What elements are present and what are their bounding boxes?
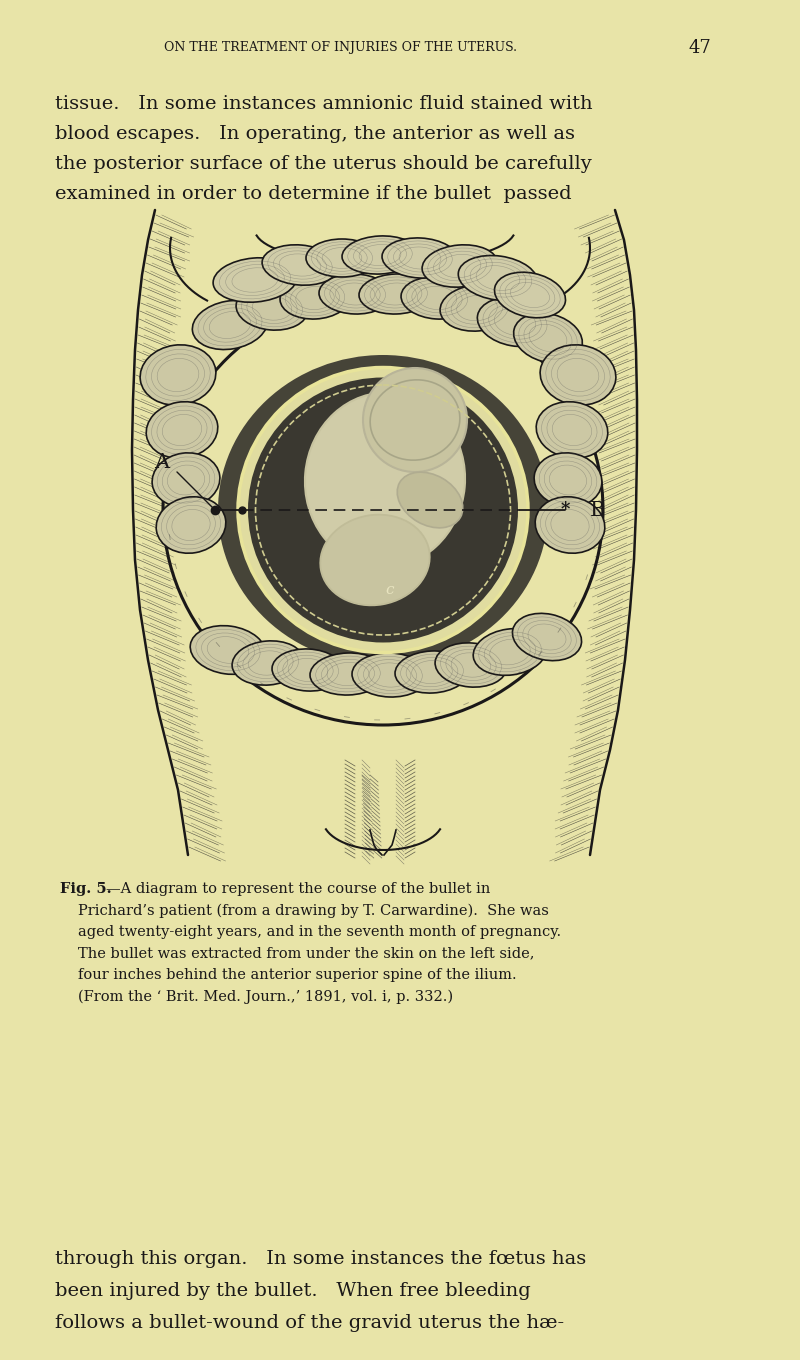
- Text: aged twenty-eight years, and in the seventh month of pregnancy.: aged twenty-eight years, and in the seve…: [78, 925, 561, 938]
- Ellipse shape: [305, 393, 465, 567]
- Ellipse shape: [238, 367, 528, 653]
- Text: (From the ‘ Brit. Med. Journ.,’ 1891, vol. i, p. 332.): (From the ‘ Brit. Med. Journ.,’ 1891, vo…: [78, 990, 453, 1004]
- Ellipse shape: [140, 345, 216, 405]
- Ellipse shape: [352, 653, 428, 698]
- Ellipse shape: [248, 378, 518, 642]
- Circle shape: [363, 369, 467, 472]
- Text: blood escapes.   In operating, the anterior as well as: blood escapes. In operating, the anterio…: [55, 125, 575, 143]
- Ellipse shape: [395, 651, 469, 694]
- Ellipse shape: [359, 273, 433, 314]
- Text: examined in order to determine if the bullet  passed: examined in order to determine if the bu…: [55, 185, 572, 203]
- Text: Prichard’s patient (from a drawing by T. Carwardine).  She was: Prichard’s patient (from a drawing by T.…: [78, 903, 549, 918]
- Ellipse shape: [156, 496, 226, 554]
- Ellipse shape: [440, 284, 514, 330]
- Ellipse shape: [319, 273, 391, 314]
- Ellipse shape: [190, 626, 266, 675]
- Text: ON THE TREATMENT OF INJURIES OF THE UTERUS.: ON THE TREATMENT OF INJURIES OF THE UTER…: [163, 42, 517, 54]
- Bar: [110, 200, 670, 865]
- Text: *: *: [560, 500, 570, 520]
- Text: —A diagram to represent the course of the bullet in: —A diagram to represent the course of th…: [106, 883, 490, 896]
- Ellipse shape: [152, 453, 220, 507]
- Text: tissue.   In some instances amnionic fluid stained with: tissue. In some instances amnionic fluid…: [55, 95, 593, 113]
- Ellipse shape: [232, 641, 304, 685]
- Ellipse shape: [146, 401, 218, 458]
- Ellipse shape: [478, 298, 553, 347]
- Text: four inches behind the anterior superior spine of the ilium.: four inches behind the anterior superior…: [78, 968, 517, 982]
- Ellipse shape: [213, 258, 297, 302]
- Ellipse shape: [401, 277, 473, 320]
- Ellipse shape: [280, 277, 350, 320]
- Ellipse shape: [272, 649, 344, 691]
- Ellipse shape: [422, 245, 498, 287]
- Ellipse shape: [218, 355, 548, 665]
- Ellipse shape: [536, 401, 608, 458]
- Ellipse shape: [540, 345, 616, 405]
- Ellipse shape: [398, 472, 462, 528]
- Ellipse shape: [310, 653, 386, 695]
- Ellipse shape: [494, 272, 566, 318]
- Text: follows a bullet-wound of the gravid uterus the hæ-: follows a bullet-wound of the gravid ute…: [55, 1314, 564, 1331]
- Ellipse shape: [458, 256, 538, 301]
- Text: B: B: [590, 500, 606, 520]
- Text: the posterior surface of the uterus should be carefully: the posterior surface of the uterus shou…: [55, 155, 592, 173]
- Ellipse shape: [342, 235, 418, 275]
- Ellipse shape: [382, 238, 458, 277]
- Ellipse shape: [262, 245, 338, 286]
- Ellipse shape: [514, 313, 582, 363]
- Ellipse shape: [534, 453, 602, 507]
- Text: The bullet was extracted from under the skin on the left side,: The bullet was extracted from under the …: [78, 947, 534, 960]
- Ellipse shape: [192, 301, 268, 350]
- Ellipse shape: [513, 613, 582, 661]
- Ellipse shape: [435, 643, 507, 687]
- Text: been injured by the bullet.   When free bleeding: been injured by the bullet. When free bl…: [55, 1282, 530, 1300]
- Ellipse shape: [236, 286, 308, 330]
- Ellipse shape: [320, 514, 430, 605]
- Ellipse shape: [474, 628, 546, 676]
- Text: 47: 47: [689, 39, 711, 57]
- Ellipse shape: [306, 239, 378, 277]
- Text: A: A: [154, 453, 170, 472]
- Ellipse shape: [535, 496, 605, 554]
- Text: Fig. 5.: Fig. 5.: [60, 883, 112, 896]
- Text: through this organ.   In some instances the fœtus has: through this organ. In some instances th…: [55, 1250, 586, 1268]
- Text: c: c: [386, 583, 394, 597]
